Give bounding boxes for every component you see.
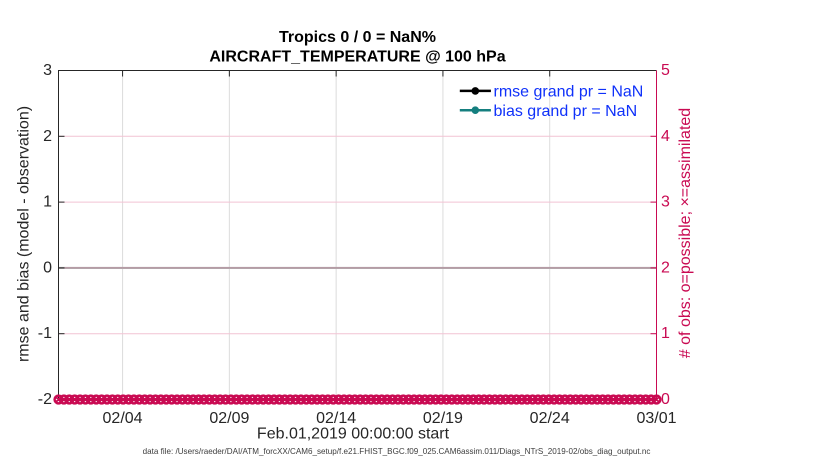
svg-text:5: 5	[661, 62, 670, 79]
svg-text:03/01: 03/01	[636, 410, 676, 427]
svg-text:02/14: 02/14	[316, 410, 356, 427]
svg-text:bias grand pr = NaN: bias grand pr = NaN	[494, 103, 638, 120]
svg-text:-1: -1	[38, 325, 52, 342]
svg-text:1: 1	[661, 325, 670, 342]
svg-text:02/09: 02/09	[209, 410, 249, 427]
svg-text:AIRCRAFT_TEMPERATURE @ 100 hPa: AIRCRAFT_TEMPERATURE @ 100 hPa	[209, 49, 505, 66]
svg-text:0: 0	[43, 259, 52, 276]
svg-text:3: 3	[43, 62, 52, 79]
svg-text:0: 0	[661, 391, 670, 408]
svg-text:-2: -2	[38, 391, 52, 408]
svg-text:Feb.01,2019 00:00:00 start: Feb.01,2019 00:00:00 start	[257, 425, 450, 442]
svg-text:02/24: 02/24	[530, 410, 570, 427]
svg-text:1: 1	[43, 194, 52, 211]
svg-text:2: 2	[43, 128, 52, 145]
svg-text:# of obs: o=possible; ×=assimi: # of obs: o=possible; ×=assimilated	[677, 108, 694, 358]
svg-text:data file: /Users/raeder/DAI/A: data file: /Users/raeder/DAI/ATM_forcXX/…	[143, 447, 651, 456]
svg-text:2: 2	[661, 259, 670, 276]
svg-text:rmse and bias (model - observa: rmse and bias (model - observation)	[16, 106, 33, 362]
svg-text:02/19: 02/19	[423, 410, 463, 427]
svg-text:4: 4	[661, 128, 670, 145]
svg-text:Tropics 0 / 0 = NaN%: Tropics 0 / 0 = NaN%	[279, 29, 436, 46]
svg-text:rmse grand pr = NaN: rmse grand pr = NaN	[494, 84, 644, 101]
svg-text:3: 3	[661, 194, 670, 211]
svg-text:02/04: 02/04	[103, 410, 143, 427]
